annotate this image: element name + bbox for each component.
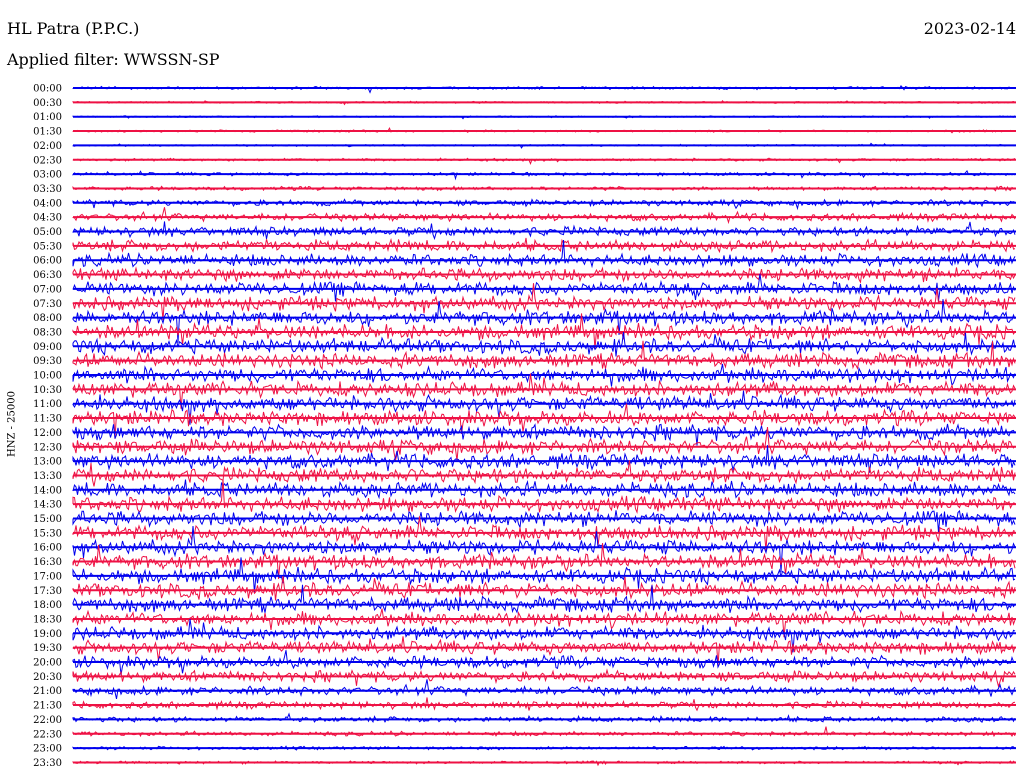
row-time-label: 09:30 [33,356,62,367]
trace-row-0500 [72,221,1016,241]
row-time-label: 02:30 [33,155,62,166]
trace-row-0700 [72,273,1016,302]
trace-row-1500 [72,509,1016,533]
row-time-label: 17:00 [33,571,62,582]
trace-row-2100 [72,679,1016,700]
trace-row-1630 [72,543,1016,579]
row-time-label: 22:00 [33,715,62,726]
row-time-label: 09:00 [33,342,62,353]
trace-row-2200 [72,712,1016,724]
row-time-label: 12:00 [33,428,62,439]
trace-row-1430 [72,479,1016,515]
trace-row-1130 [72,403,1016,439]
row-time-label: 08:00 [33,313,62,324]
trace-row-0430 [72,207,1016,225]
row-time-label: 17:30 [33,586,62,597]
row-time-label: 19:00 [33,629,62,640]
traces [72,85,1016,767]
trace-row-1230 [72,427,1016,461]
row-time-label: 05:00 [33,227,62,238]
row-time-label: 13:30 [33,471,62,482]
row-time-label: 08:30 [33,327,62,338]
station-title: HL Patra (P.P.C.) [7,19,140,38]
row-time-label: 18:00 [33,600,62,611]
trace-row-0400 [72,198,1016,211]
date-label: 2023-02-14 [923,19,1016,38]
trace-row-1730 [72,576,1016,601]
row-time-label: 15:30 [33,528,62,539]
filter-label: Applied filter: WWSSN-SP [7,50,220,69]
row-time-label: 20:30 [33,672,62,683]
trace-row-1400 [72,479,1016,500]
row-time-label: 13:00 [33,457,62,468]
trace-row-1030 [72,373,1016,409]
trace-row-1330 [72,460,1016,487]
row-time-label: 14:30 [33,500,62,511]
trace-row-0830 [72,313,1016,350]
trace-row-2130 [72,697,1016,712]
row-time-label: 10:00 [33,371,62,382]
trace-row-2030 [72,668,1016,689]
row-time-label: 14:00 [33,485,62,496]
row-time-label: 12:30 [33,442,62,453]
row-time-label: 03:00 [33,170,62,181]
row-time-label: 01:00 [33,112,62,123]
row-time-label: 23:30 [33,758,62,769]
trace-row-1100 [72,390,1016,425]
trace-row-1300 [72,445,1016,473]
row-time-label: 04:30 [33,213,62,224]
row-time-label: 21:30 [33,701,62,712]
row-time-label: 16:00 [33,543,62,554]
row-time-label: 06:00 [33,256,62,267]
trace-row-1700 [72,557,1016,594]
row-time-label: 23:00 [33,744,62,755]
row-time-label: 04:00 [33,198,62,209]
trace-row-0900 [72,332,1016,357]
row-time-label: 06:30 [33,270,62,281]
trace-row-1200 [72,423,1016,446]
row-time-label: 02:00 [33,141,62,152]
trace-row-1530 [72,516,1016,551]
tick-labels: 00:00 00:30 01:00 01:30 02:00 02:30 03:00 03:30… [33,84,62,769]
row-time-label: 11:00 [33,399,62,410]
row-time-label: 20:00 [33,658,62,669]
row-time-label: 10:30 [33,385,62,396]
row-time-label: 15:00 [33,514,62,525]
trace-row-0000 [72,85,1016,94]
row-time-label: 01:30 [33,127,62,138]
row-time-label: 19:30 [33,643,62,654]
row-time-label: 16:30 [33,557,62,568]
row-time-label: 07:30 [33,299,62,310]
row-time-label: 07:00 [33,284,62,295]
row-time-label: 00:00 [33,84,62,95]
row-time-label: 21:00 [33,686,62,697]
trace-row-1000 [72,363,1016,387]
row-time-label: 03:30 [33,184,62,195]
row-time-label: 00:30 [33,98,62,109]
row-time-label: 22:30 [33,729,62,740]
row-time-label: 18:30 [33,614,62,625]
row-time-label: 11:30 [33,414,62,425]
trace-row-1830 [72,608,1016,638]
row-time-label: 05:30 [33,241,62,252]
